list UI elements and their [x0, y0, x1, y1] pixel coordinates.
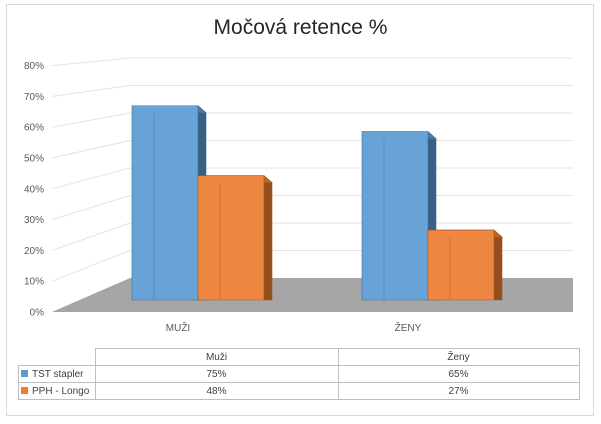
x-category-label: MUŽI — [166, 321, 190, 334]
gridline-side — [51, 57, 131, 67]
y-tick-label: 20% — [24, 246, 44, 257]
data-table-header-row: Muži Ženy — [19, 348, 580, 366]
series-name-pph: PPH - Longo — [32, 385, 90, 397]
series-name-tst: TST stapler — [32, 368, 84, 380]
data-table-row-head: PPH - Longo — [18, 382, 96, 400]
data-cell-pph-muzi: 48% — [94, 382, 339, 400]
gridline-side — [51, 222, 131, 251]
gridline-side — [51, 195, 131, 221]
legend-key-tst — [21, 370, 28, 378]
gridline-side — [51, 167, 131, 190]
bar-front — [197, 175, 265, 301]
y-tick-label: 60% — [24, 123, 44, 134]
bar-side — [263, 175, 273, 301]
x-category-label: ŽENY — [395, 321, 422, 334]
bar — [131, 105, 207, 301]
data-cell-pph-zeny: 27% — [337, 382, 580, 400]
gridline-side — [51, 112, 131, 128]
y-tick-label: 40% — [24, 184, 44, 195]
y-tick-label: 50% — [24, 154, 44, 165]
bar — [197, 175, 273, 301]
gridline-side — [51, 85, 131, 97]
data-table-row: TST stapler 75% 65% — [18, 365, 580, 383]
bar-front — [361, 131, 429, 301]
data-table-header-muzi: Muži — [94, 348, 339, 366]
gridline-side — [51, 250, 131, 282]
data-table-row: PPH - Longo 48% 27% — [18, 382, 580, 400]
gridline-side — [51, 140, 131, 159]
data-table: Muži Ženy TST stapler 75% 65% PPH - Long… — [18, 348, 580, 400]
bar-front — [131, 105, 199, 301]
legend-key-pph — [21, 387, 28, 395]
y-tick-label: 10% — [24, 277, 44, 288]
bar-front — [427, 229, 495, 301]
data-table-header-zeny: Ženy — [337, 348, 580, 366]
y-tick-label: 70% — [24, 92, 44, 103]
y-tick-label: 80% — [24, 61, 44, 72]
y-tick-label: 0% — [30, 308, 45, 319]
bar — [361, 130, 437, 301]
data-table-corner — [19, 349, 96, 366]
data-cell-tst-muzi: 75% — [94, 365, 339, 383]
y-tick-label: 30% — [24, 215, 44, 226]
data-table-row-head: TST stapler — [18, 365, 96, 383]
bar — [427, 229, 503, 301]
bar-side — [493, 229, 503, 301]
chart-frame — [6, 4, 594, 416]
data-cell-tst-zeny: 65% — [337, 365, 580, 383]
chart-title: Močová retence % — [213, 16, 388, 39]
